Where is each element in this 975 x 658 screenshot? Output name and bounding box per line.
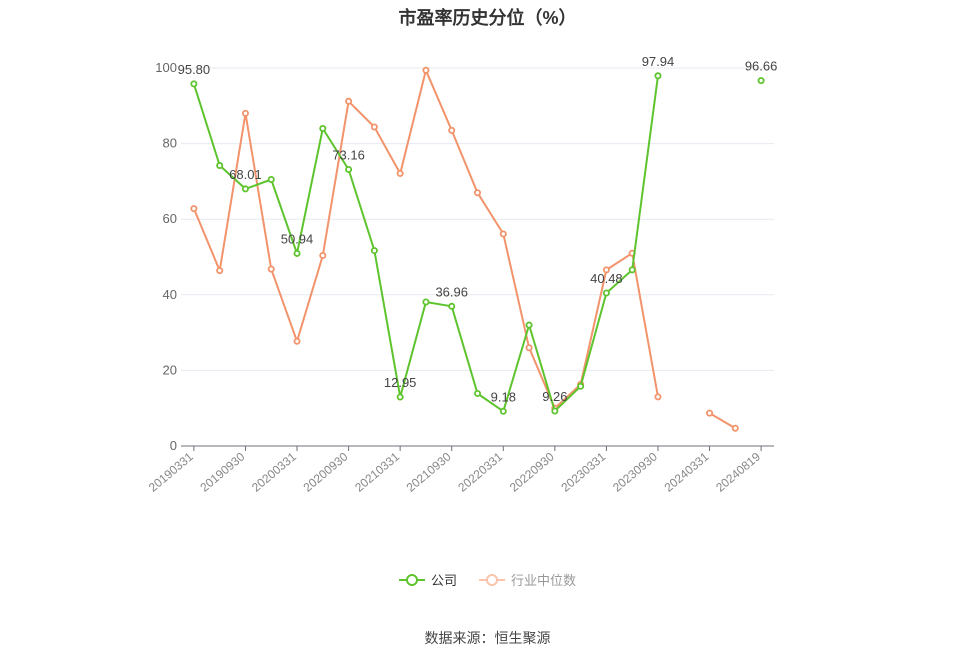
data-point[interactable] [190, 205, 198, 213]
data-point[interactable] [241, 185, 249, 193]
data-point[interactable] [473, 189, 481, 197]
data-point[interactable] [731, 424, 739, 432]
data-label: 9.18 [491, 389, 516, 404]
data-label: 97.94 [642, 54, 675, 69]
data-point[interactable] [370, 123, 378, 131]
data-point[interactable] [345, 165, 353, 173]
y-tick-label: 100 [155, 60, 177, 75]
data-point[interactable] [267, 265, 275, 273]
data-point[interactable] [448, 302, 456, 310]
y-tick-label: 20 [163, 362, 177, 377]
data-point[interactable] [216, 267, 224, 275]
grid-lines [181, 67, 774, 371]
data-point[interactable] [448, 126, 456, 134]
data-point[interactable] [628, 266, 636, 274]
legend-item-industry-median[interactable]: 行业中位数 [479, 570, 576, 589]
data-point[interactable] [293, 249, 301, 257]
x-tick-label: 20200930 [301, 449, 351, 494]
y-tick-label: 0 [170, 438, 177, 453]
data-point[interactable] [345, 97, 353, 105]
data-labels: 95.80 68.01 50.94 73.16 12.95 36.96 9.18 9.26 40… [178, 54, 778, 405]
y-tick-label: 80 [163, 136, 177, 151]
data-label: 96.66 [745, 59, 778, 74]
data-point[interactable] [654, 393, 662, 401]
x-tick-label: 20220930 [507, 449, 557, 494]
data-point[interactable] [396, 393, 404, 401]
data-point[interactable] [525, 321, 533, 329]
data-point[interactable] [551, 407, 559, 415]
series-line-0 [194, 76, 761, 412]
chart-title: 市盈率历史分位（%） [398, 8, 577, 28]
series-line-1 [192, 69, 736, 430]
x-tick-label: 20240331 [662, 449, 712, 494]
data-point[interactable] [602, 289, 610, 297]
data-label: 50.94 [281, 231, 314, 246]
data-point[interactable] [319, 251, 327, 259]
data-point[interactable] [241, 109, 249, 117]
x-tick-label: 20210331 [352, 449, 402, 494]
data-point[interactable] [654, 72, 662, 80]
legend-item-company[interactable]: 公司 [398, 570, 457, 589]
x-tick-label: 20210930 [404, 449, 454, 494]
data-point[interactable] [757, 77, 765, 85]
data-point[interactable] [216, 162, 224, 170]
data-point[interactable] [422, 298, 430, 306]
data-point[interactable] [499, 230, 507, 238]
data-label: 40.48 [590, 271, 623, 286]
line-chart: 0 20 40 60 80 100 20190331 20190930 20200331 2020… [146, 54, 778, 495]
data-label: 9.26 [542, 389, 567, 404]
y-tick-label: 40 [163, 287, 177, 302]
data-point[interactable] [396, 169, 404, 177]
data-point[interactable] [422, 66, 430, 74]
data-label: 12.95 [384, 375, 417, 390]
series-lines [190, 66, 765, 432]
data-point[interactable] [267, 176, 275, 184]
axes: 0 20 40 60 80 100 20190331 20190930 20200331 2020… [146, 60, 774, 495]
data-label: 68.01 [229, 167, 262, 182]
data-point[interactable] [577, 382, 585, 390]
legend: 公司 行业中位数 [0, 570, 975, 589]
data-label: 95.80 [178, 62, 211, 77]
legend-label-industry-median: 行业中位数 [511, 573, 577, 588]
x-tick-label: 20190331 [146, 449, 196, 494]
data-point[interactable] [602, 266, 610, 274]
x-tick-label: 20190930 [197, 449, 247, 494]
data-point[interactable] [319, 124, 327, 132]
x-tick-label: 20220331 [455, 449, 505, 494]
legend-marker-company-icon [398, 573, 425, 587]
x-tick-label: 20240819 [713, 449, 763, 494]
data-label: 36.96 [435, 284, 468, 299]
data-point[interactable] [706, 409, 714, 417]
data-point[interactable] [499, 407, 507, 415]
legend-marker-industry-icon [479, 573, 505, 587]
data-point[interactable] [370, 247, 378, 255]
data-point[interactable] [473, 389, 481, 397]
data-label: 73.16 [332, 147, 365, 162]
data-point[interactable] [293, 337, 301, 345]
data-point[interactable] [190, 80, 198, 88]
x-tick-label: 20230930 [610, 449, 660, 494]
x-tick-label: 20200331 [249, 449, 299, 494]
x-tick-label: 20230331 [558, 449, 608, 494]
legend-label-company: 公司 [430, 573, 457, 588]
source-note: 数据来源：恒生聚源 [424, 630, 551, 646]
y-tick-label: 60 [163, 211, 177, 226]
data-point[interactable] [525, 344, 533, 352]
